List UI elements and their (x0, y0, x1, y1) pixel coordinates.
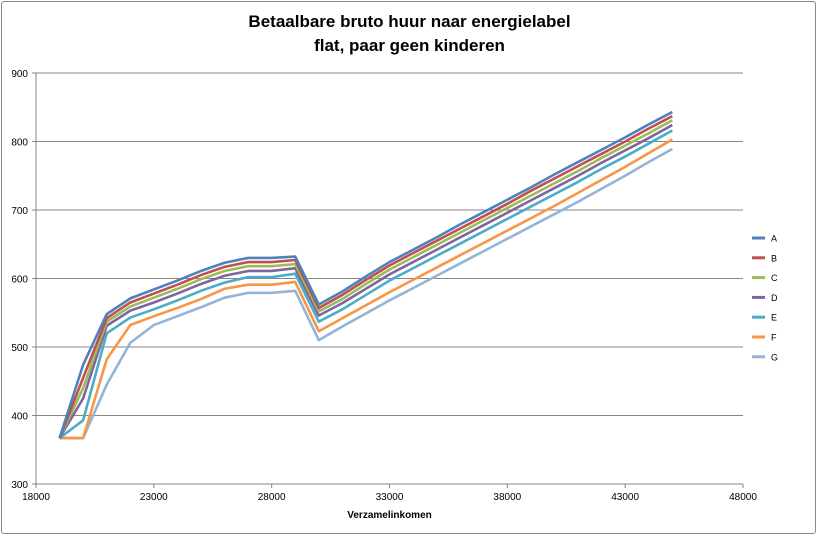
y-tick-label: 600 (11, 275, 28, 286)
legend-label-E: E (771, 313, 777, 323)
x-tick-label: 18000 (22, 492, 50, 503)
x-tick-label: 33000 (376, 492, 404, 503)
chart-subtitle: flat, paar geen kinderen (314, 36, 505, 55)
series-line-C (58, 119, 673, 439)
legend-label-C: C (771, 273, 778, 283)
y-tick-label: 800 (11, 138, 28, 149)
y-tick-label: 700 (11, 206, 28, 217)
x-tick-label: 38000 (493, 492, 521, 503)
series-line-A (58, 110, 673, 439)
x-tick-label: 28000 (258, 492, 286, 503)
series-line-F (59, 138, 673, 440)
x-tick-label: 23000 (140, 492, 168, 503)
legend-label-A: A (771, 234, 777, 244)
y-tick-label: 900 (11, 69, 28, 80)
series-line-G (59, 147, 673, 440)
legend-label-D: D (771, 293, 778, 303)
legend-label-G: G (771, 352, 778, 362)
y-tick-label: 500 (11, 343, 28, 354)
chart-title: Betaalbare bruto huur naar energielabel (248, 12, 571, 31)
series-line-D (58, 123, 673, 439)
legend-label-F: F (771, 333, 777, 343)
series-line-E (58, 129, 673, 440)
series-line-B (58, 115, 673, 439)
legend-label-B: B (771, 253, 777, 263)
y-tick-label: 300 (11, 480, 28, 491)
y-tick-label: 400 (11, 412, 28, 423)
x-tick-label: 48000 (729, 492, 757, 503)
x-axis-label: Verzamelinkomen (347, 510, 431, 521)
x-tick-label: 43000 (611, 492, 639, 503)
